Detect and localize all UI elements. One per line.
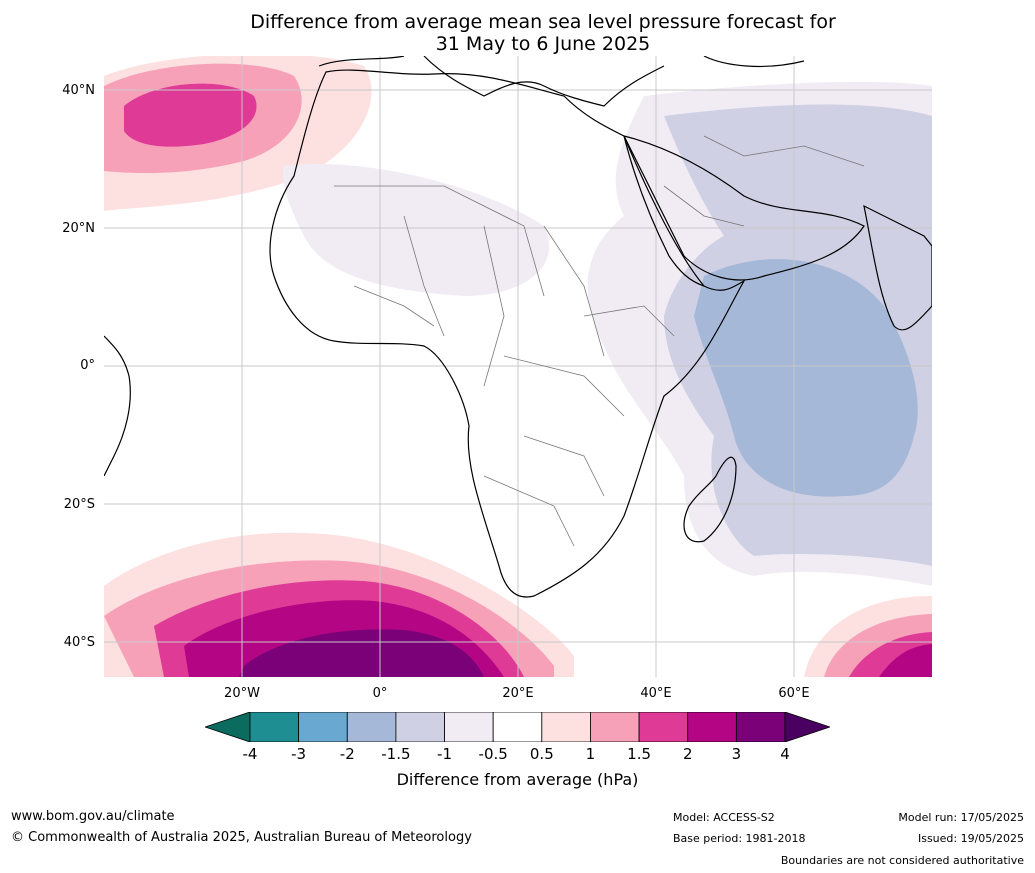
lon-label-0: 0° [372, 686, 388, 701]
lat-label-20s: 20°S [63, 497, 95, 512]
map-area [104, 56, 932, 677]
colorbar-bin [298, 712, 348, 742]
madagascar-outline [683, 456, 737, 543]
colorbar-tick-label: 1 [585, 745, 596, 763]
anomaly-fill-minus0.5-sahara [283, 164, 550, 296]
colorbar-bin [638, 712, 689, 742]
colorbar-label: Difference from average (hPa) [396, 770, 639, 789]
south-america-coastline [104, 335, 131, 477]
lon-label-40e: 40°E [640, 686, 672, 701]
colorbar-bin [590, 712, 640, 742]
colorbar-tick-label: 1.5 [627, 745, 652, 763]
colorbar-bin [346, 712, 397, 742]
country-borders [334, 135, 865, 547]
colorbar-tick-label: -1 [437, 745, 453, 763]
colorbar-tick-label: 2 [682, 745, 693, 763]
footer-base-period: Base period: 1981-2018 [673, 832, 806, 845]
colorbar-bin [735, 712, 786, 742]
footer-model: Model: ACCESS-S2 [673, 811, 775, 824]
lat-label-0: 0° [80, 358, 95, 373]
footer-model-run: Model run: 17/05/2025 [898, 811, 1024, 824]
footer-issued: Issued: 19/05/2025 [917, 832, 1024, 845]
colorbar-tick-label: 3 [731, 745, 742, 763]
anomaly-fill-3 [239, 629, 484, 677]
arabia-coastline [622, 135, 865, 281]
anomaly-fill-2-east [879, 644, 932, 677]
colorbar-below-arrow [205, 712, 251, 742]
colorbar-tick-label: 0.5 [529, 745, 554, 763]
colorbar-tick-label: -3 [291, 745, 307, 763]
africa-coastline [269, 69, 746, 598]
colorbar-tick-label: -2 [339, 745, 355, 763]
colorbar-bin [249, 712, 300, 742]
lon-label-20w: 20°W [224, 686, 260, 701]
anomaly-fill-minus1.5 [694, 259, 918, 497]
colorbar-tick-label: 4 [780, 745, 790, 763]
colorbar-tick-label: -4 [242, 745, 258, 763]
colorbar [205, 712, 830, 742]
lon-label-20e: 20°E [502, 686, 534, 701]
title-line-1: Difference from average mean sea level p… [250, 11, 836, 33]
colorbar-bin [541, 712, 591, 742]
lat-label-20n: 20°N [62, 221, 95, 236]
lon-label-60e: 60°E [778, 686, 810, 701]
colorbar-bin [687, 712, 737, 742]
colorbar-bin [492, 712, 543, 742]
footer-url: www.bom.gov.au/climate [11, 809, 175, 824]
colorbar-tick-label: -1.5 [381, 745, 411, 763]
colorbar-bin [444, 712, 494, 742]
colorbar-tick-label: -0.5 [478, 745, 508, 763]
lat-label-40n: 40°N [62, 83, 95, 98]
title-line-2: 31 May to 6 June 2025 [435, 33, 651, 55]
graticule [104, 56, 932, 677]
lat-label-40s: 40°S [63, 635, 95, 650]
chart-title: Difference from average mean sea level p… [0, 11, 1035, 55]
red-sea-outline [623, 135, 705, 287]
anomaly-fill-1.5-north [124, 83, 257, 147]
india-coastline [863, 204, 932, 331]
footer-copyright: © Commonwealth of Australia 2025, Austra… [11, 830, 472, 845]
pressure-anomaly-map [104, 56, 932, 677]
footer-boundaries: Boundaries are not considered authoritat… [780, 854, 1024, 867]
colorbar-bin [395, 712, 445, 742]
europe-coastline [318, 56, 805, 107]
colorbar-above-arrow [784, 712, 830, 742]
